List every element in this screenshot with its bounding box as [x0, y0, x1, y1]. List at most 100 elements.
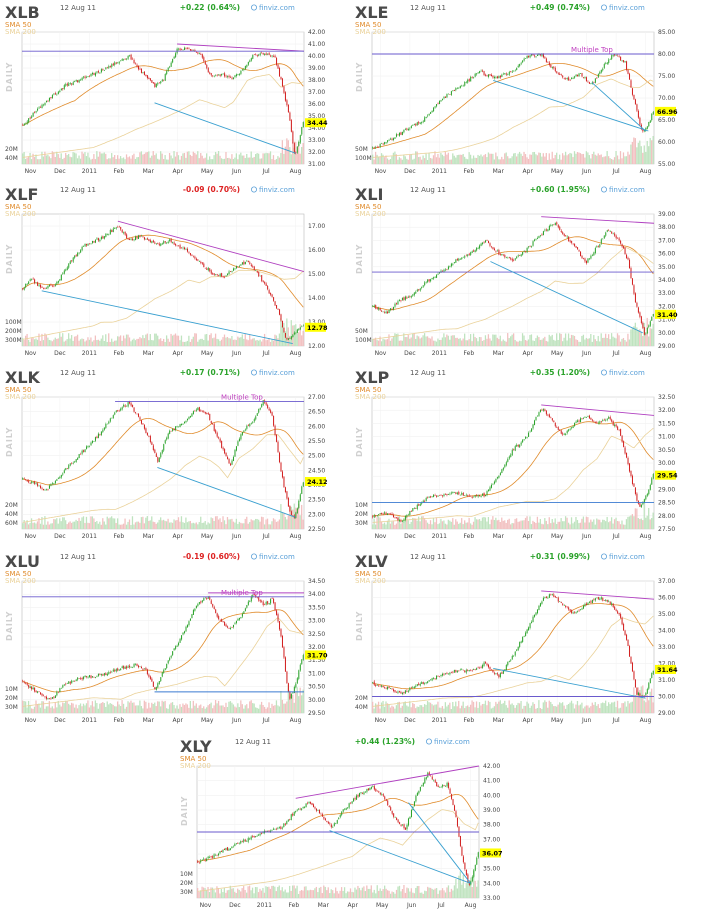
- candle-body: [434, 106, 436, 108]
- volume-bar: [277, 705, 279, 713]
- candle-body: [127, 402, 129, 407]
- candle-body: [467, 79, 469, 83]
- volume-bar: [437, 338, 439, 346]
- candle-body: [526, 629, 528, 634]
- candle-body: [259, 407, 261, 410]
- volume-bar: [423, 333, 426, 346]
- volume-bar: [148, 151, 150, 164]
- volume-bar: [523, 151, 525, 164]
- volume-bar: [213, 705, 215, 713]
- volume-bar: [613, 519, 616, 529]
- volume-bar: [263, 706, 266, 713]
- volume-bar: [30, 338, 33, 346]
- candle-body: [276, 610, 278, 615]
- candle-body: [652, 314, 654, 317]
- volume-bar: [409, 523, 411, 529]
- y-tick-label: 35.00: [658, 611, 675, 618]
- volume-bar: [652, 136, 654, 164]
- volume-bar: [185, 341, 187, 346]
- y-tick-label: 39.00: [658, 211, 675, 218]
- candle-body: [633, 483, 635, 487]
- y-tick-label: 36.00: [308, 101, 325, 108]
- candle-body: [430, 496, 432, 498]
- x-tick-label: Dec: [404, 168, 416, 175]
- volume-bar: [560, 703, 562, 713]
- candle-body: [375, 684, 377, 686]
- candle-body: [127, 666, 129, 668]
- candle-body: [264, 604, 266, 606]
- candle-body: [431, 496, 433, 498]
- candle-body: [465, 494, 467, 496]
- candle-body: [160, 243, 162, 246]
- candle-body: [600, 69, 602, 73]
- candle-body: [504, 73, 506, 75]
- candle-body: [419, 122, 421, 124]
- candle-body: [387, 140, 389, 142]
- volume-bar: [615, 517, 617, 529]
- volume-bar: [265, 708, 267, 713]
- volume-bar: [461, 705, 463, 713]
- candle-body: [227, 273, 229, 276]
- candle-body: [186, 248, 189, 252]
- candle-body: [210, 73, 212, 76]
- candle-body: [553, 594, 555, 597]
- candle-body: [596, 77, 598, 79]
- candle-body: [93, 241, 95, 243]
- volume-tick-label: 20M: [355, 695, 368, 702]
- volume-bar: [220, 158, 223, 164]
- volume-bar: [47, 521, 49, 529]
- candle-body: [170, 238, 172, 243]
- candle-body: [427, 681, 429, 683]
- candle-body: [471, 670, 473, 671]
- x-tick-label: Dec: [404, 717, 416, 724]
- finviz-brand: finviz.com: [609, 4, 645, 12]
- candle-body: [562, 603, 564, 605]
- volume-bar: [472, 155, 475, 164]
- candle-body: [471, 251, 473, 253]
- volume-bar: [42, 156, 45, 164]
- candle-body: [243, 430, 245, 432]
- volume-bar: [223, 707, 226, 713]
- candle-body: [91, 441, 94, 443]
- volume-bar: [619, 524, 622, 529]
- candle-body: [514, 651, 516, 656]
- volume-bar: [415, 518, 417, 529]
- trendline-resistance: [117, 220, 305, 273]
- volume-bar: [434, 522, 436, 529]
- candle-body: [474, 250, 476, 253]
- volume-bar: [646, 140, 648, 164]
- candle-body: [496, 76, 498, 79]
- volume-bar: [53, 708, 55, 713]
- candle-body: [519, 642, 521, 647]
- finviz-brand: finviz.com: [259, 369, 295, 377]
- y-tick-label: 31.00: [658, 434, 675, 441]
- volume-bar: [575, 704, 577, 713]
- volume-bar: [391, 705, 393, 713]
- volume-bar: [530, 705, 533, 713]
- volume-bar: [456, 521, 458, 529]
- volume-bar: [252, 703, 254, 713]
- sma200-line: [22, 269, 304, 340]
- candle-body: [278, 452, 281, 463]
- volume-bar: [474, 336, 476, 346]
- candle-body: [34, 112, 36, 113]
- volume-bar: [582, 153, 585, 164]
- candle-body: [268, 290, 270, 294]
- candle-body: [238, 74, 240, 75]
- candle-body: [106, 673, 108, 676]
- volume-bar: [65, 520, 67, 529]
- volume-bar: [200, 516, 202, 529]
- candle-body: [485, 240, 487, 243]
- volume-bar: [532, 520, 534, 529]
- x-tick-label: Aug: [640, 717, 652, 724]
- volume-bar: [465, 706, 467, 713]
- candle-body: [86, 244, 88, 246]
- volume-bar: [100, 153, 102, 164]
- volume-bar: [96, 521, 98, 529]
- candle-body: [450, 91, 452, 95]
- candle-body: [430, 279, 432, 282]
- candle-body: [227, 76, 229, 77]
- volume-bar: [114, 706, 116, 713]
- candle-body: [103, 236, 105, 239]
- candle-body: [273, 415, 275, 426]
